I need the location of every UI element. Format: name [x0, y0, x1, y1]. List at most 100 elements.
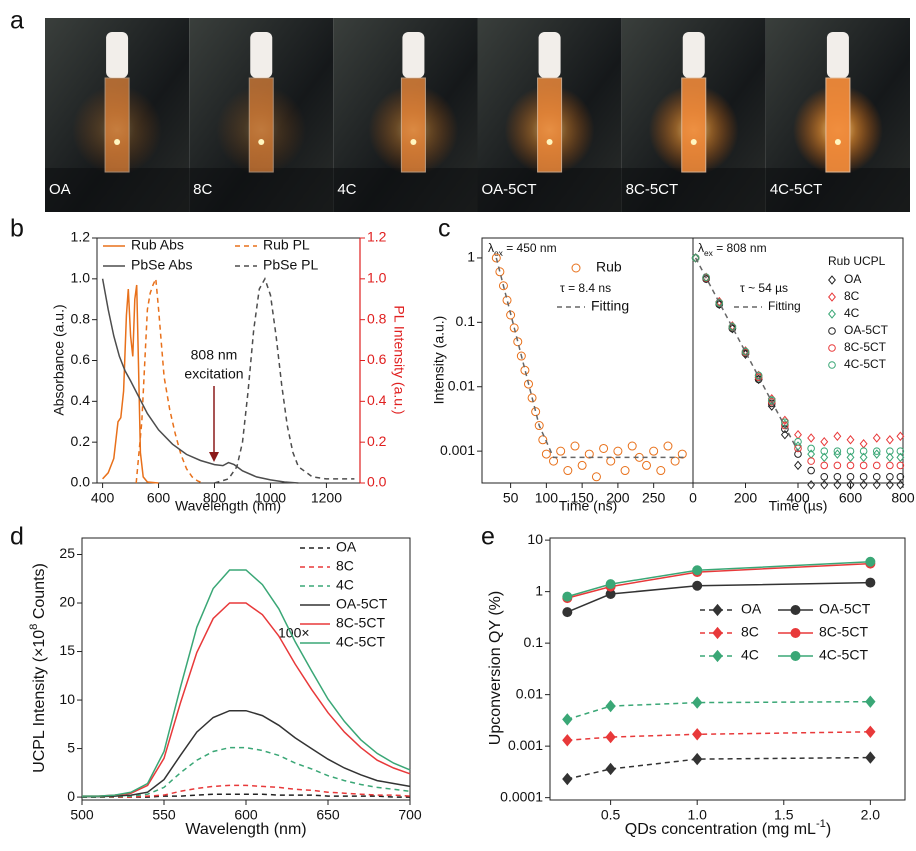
marker-circle — [657, 467, 665, 475]
vial-body — [401, 78, 425, 172]
legend-label: 8C-5CT — [336, 615, 385, 631]
figure: abcdeOA8C4COA-5CT8C-5CT4C-5CT40060080010… — [0, 0, 916, 851]
marker-diamond — [563, 774, 572, 785]
vial-spot — [114, 139, 120, 145]
marker-diamond — [808, 481, 815, 489]
marker-circle — [650, 447, 658, 455]
y-tick-label: 25 — [59, 545, 75, 561]
marker-diamond — [693, 754, 702, 765]
legend-marker — [713, 605, 722, 616]
legend-marker — [829, 310, 836, 318]
y-axis-label-part: Counts) — [31, 563, 48, 623]
y-tick-label: 1 — [535, 582, 543, 598]
x-tick-label: 2.0 — [861, 807, 881, 823]
legend-label: 4C — [844, 306, 860, 320]
legend-label: 8C-5CT — [844, 340, 887, 354]
marker-circle — [503, 296, 511, 304]
legend-marker — [829, 276, 836, 284]
x-tick-label: 650 — [316, 807, 340, 823]
x-tick-label: 500 — [70, 807, 94, 823]
series-line — [82, 748, 410, 798]
y-axis-label: Absorbance (a.u.) — [51, 304, 67, 415]
photo-label: 8C-5CT — [626, 181, 679, 198]
y2-tick-label: 0.8 — [367, 310, 387, 326]
vial-cap — [250, 32, 272, 78]
marker-circle — [873, 462, 880, 469]
marker-circle — [563, 592, 572, 601]
y-tick-label: 0.0 — [71, 474, 91, 490]
y-tick-label: 0.001 — [440, 442, 475, 458]
marker-circle — [847, 473, 854, 480]
x-axis-label-part: -1 — [816, 818, 826, 830]
marker-circle — [834, 473, 841, 480]
x-tick-label: 400 — [91, 490, 115, 506]
legend-label: OA-5CT — [819, 601, 871, 617]
marker-circle — [557, 447, 565, 455]
marker-circle — [643, 461, 651, 469]
vial-spot — [835, 139, 841, 145]
y2-tick-label: 1.0 — [367, 270, 387, 286]
vial-body — [105, 78, 129, 172]
marker-diamond — [563, 714, 572, 725]
vial-cap — [827, 32, 849, 78]
annotation: τ = 8.4 ns — [560, 281, 611, 295]
y2-tick-label: 1.2 — [367, 229, 387, 245]
marker-circle — [834, 448, 841, 455]
vial-body — [538, 78, 562, 172]
panel-letter: a — [10, 7, 24, 35]
vial-spot — [410, 139, 416, 145]
x-tick-label: 600 — [147, 490, 171, 506]
y-axis-label: Upconversion QY (%) — [487, 591, 504, 745]
y-tick-label: 10 — [527, 531, 543, 547]
legend-label: OA — [844, 272, 861, 286]
marker-circle — [664, 442, 672, 450]
x-tick-label: 1200 — [311, 490, 342, 506]
marker-circle — [860, 462, 867, 469]
marker-diamond — [606, 732, 615, 743]
legend-label: 4C-5CT — [336, 634, 385, 650]
marker-circle — [539, 436, 547, 444]
legend-marker — [829, 293, 836, 301]
photo-label: 4C-5CT — [770, 181, 823, 198]
vial-spot — [691, 139, 697, 145]
x-axis-label: Wavelength (nm) — [175, 498, 281, 514]
x-tick-label: 250 — [642, 490, 666, 506]
series-line — [82, 603, 410, 796]
panel-letter: e — [481, 523, 495, 551]
vial-body — [682, 78, 706, 172]
legend-marker — [791, 652, 800, 661]
marker-diamond — [808, 434, 815, 442]
marker-diamond — [866, 726, 875, 737]
legend-label: PbSe PL — [263, 257, 318, 273]
marker-circle — [628, 442, 636, 450]
photo-label: 8C — [193, 181, 212, 198]
marker-diamond — [847, 436, 854, 444]
y-axis-label: UCPL Intensity (×108 Counts) — [28, 563, 48, 773]
annotation: λex = 808 nm — [698, 241, 767, 258]
marker-circle — [693, 581, 702, 590]
vial-spot — [547, 139, 553, 145]
marker-circle — [873, 473, 880, 480]
marker-diamond — [821, 438, 828, 446]
y-tick-label: 1.2 — [71, 229, 91, 245]
legend-marker — [829, 345, 836, 352]
legend-label: 4C — [336, 577, 354, 593]
legend-label: OA — [336, 539, 357, 555]
legend-label: Fitting — [591, 298, 629, 314]
series-line — [82, 711, 410, 797]
y-tick-label: 1 — [467, 249, 475, 265]
legend-label: 8C — [336, 558, 354, 574]
y-tick-label: 0.001 — [508, 737, 543, 753]
x-axis-label-part: QDs concentration (mg mL — [625, 821, 816, 838]
y-tick-label: 0.1 — [524, 634, 544, 650]
x-tick-label: 0.5 — [601, 807, 621, 823]
marker-circle — [550, 457, 558, 465]
vial-cap — [683, 32, 705, 78]
legend-label: PbSe Abs — [131, 257, 193, 273]
y-tick-label: 10 — [59, 691, 75, 707]
legend-label: Fitting — [768, 299, 801, 313]
marker-diamond — [821, 481, 828, 489]
marker-circle — [542, 450, 550, 458]
legend-label: Rub Abs — [131, 237, 184, 253]
legend-marker — [713, 628, 722, 639]
